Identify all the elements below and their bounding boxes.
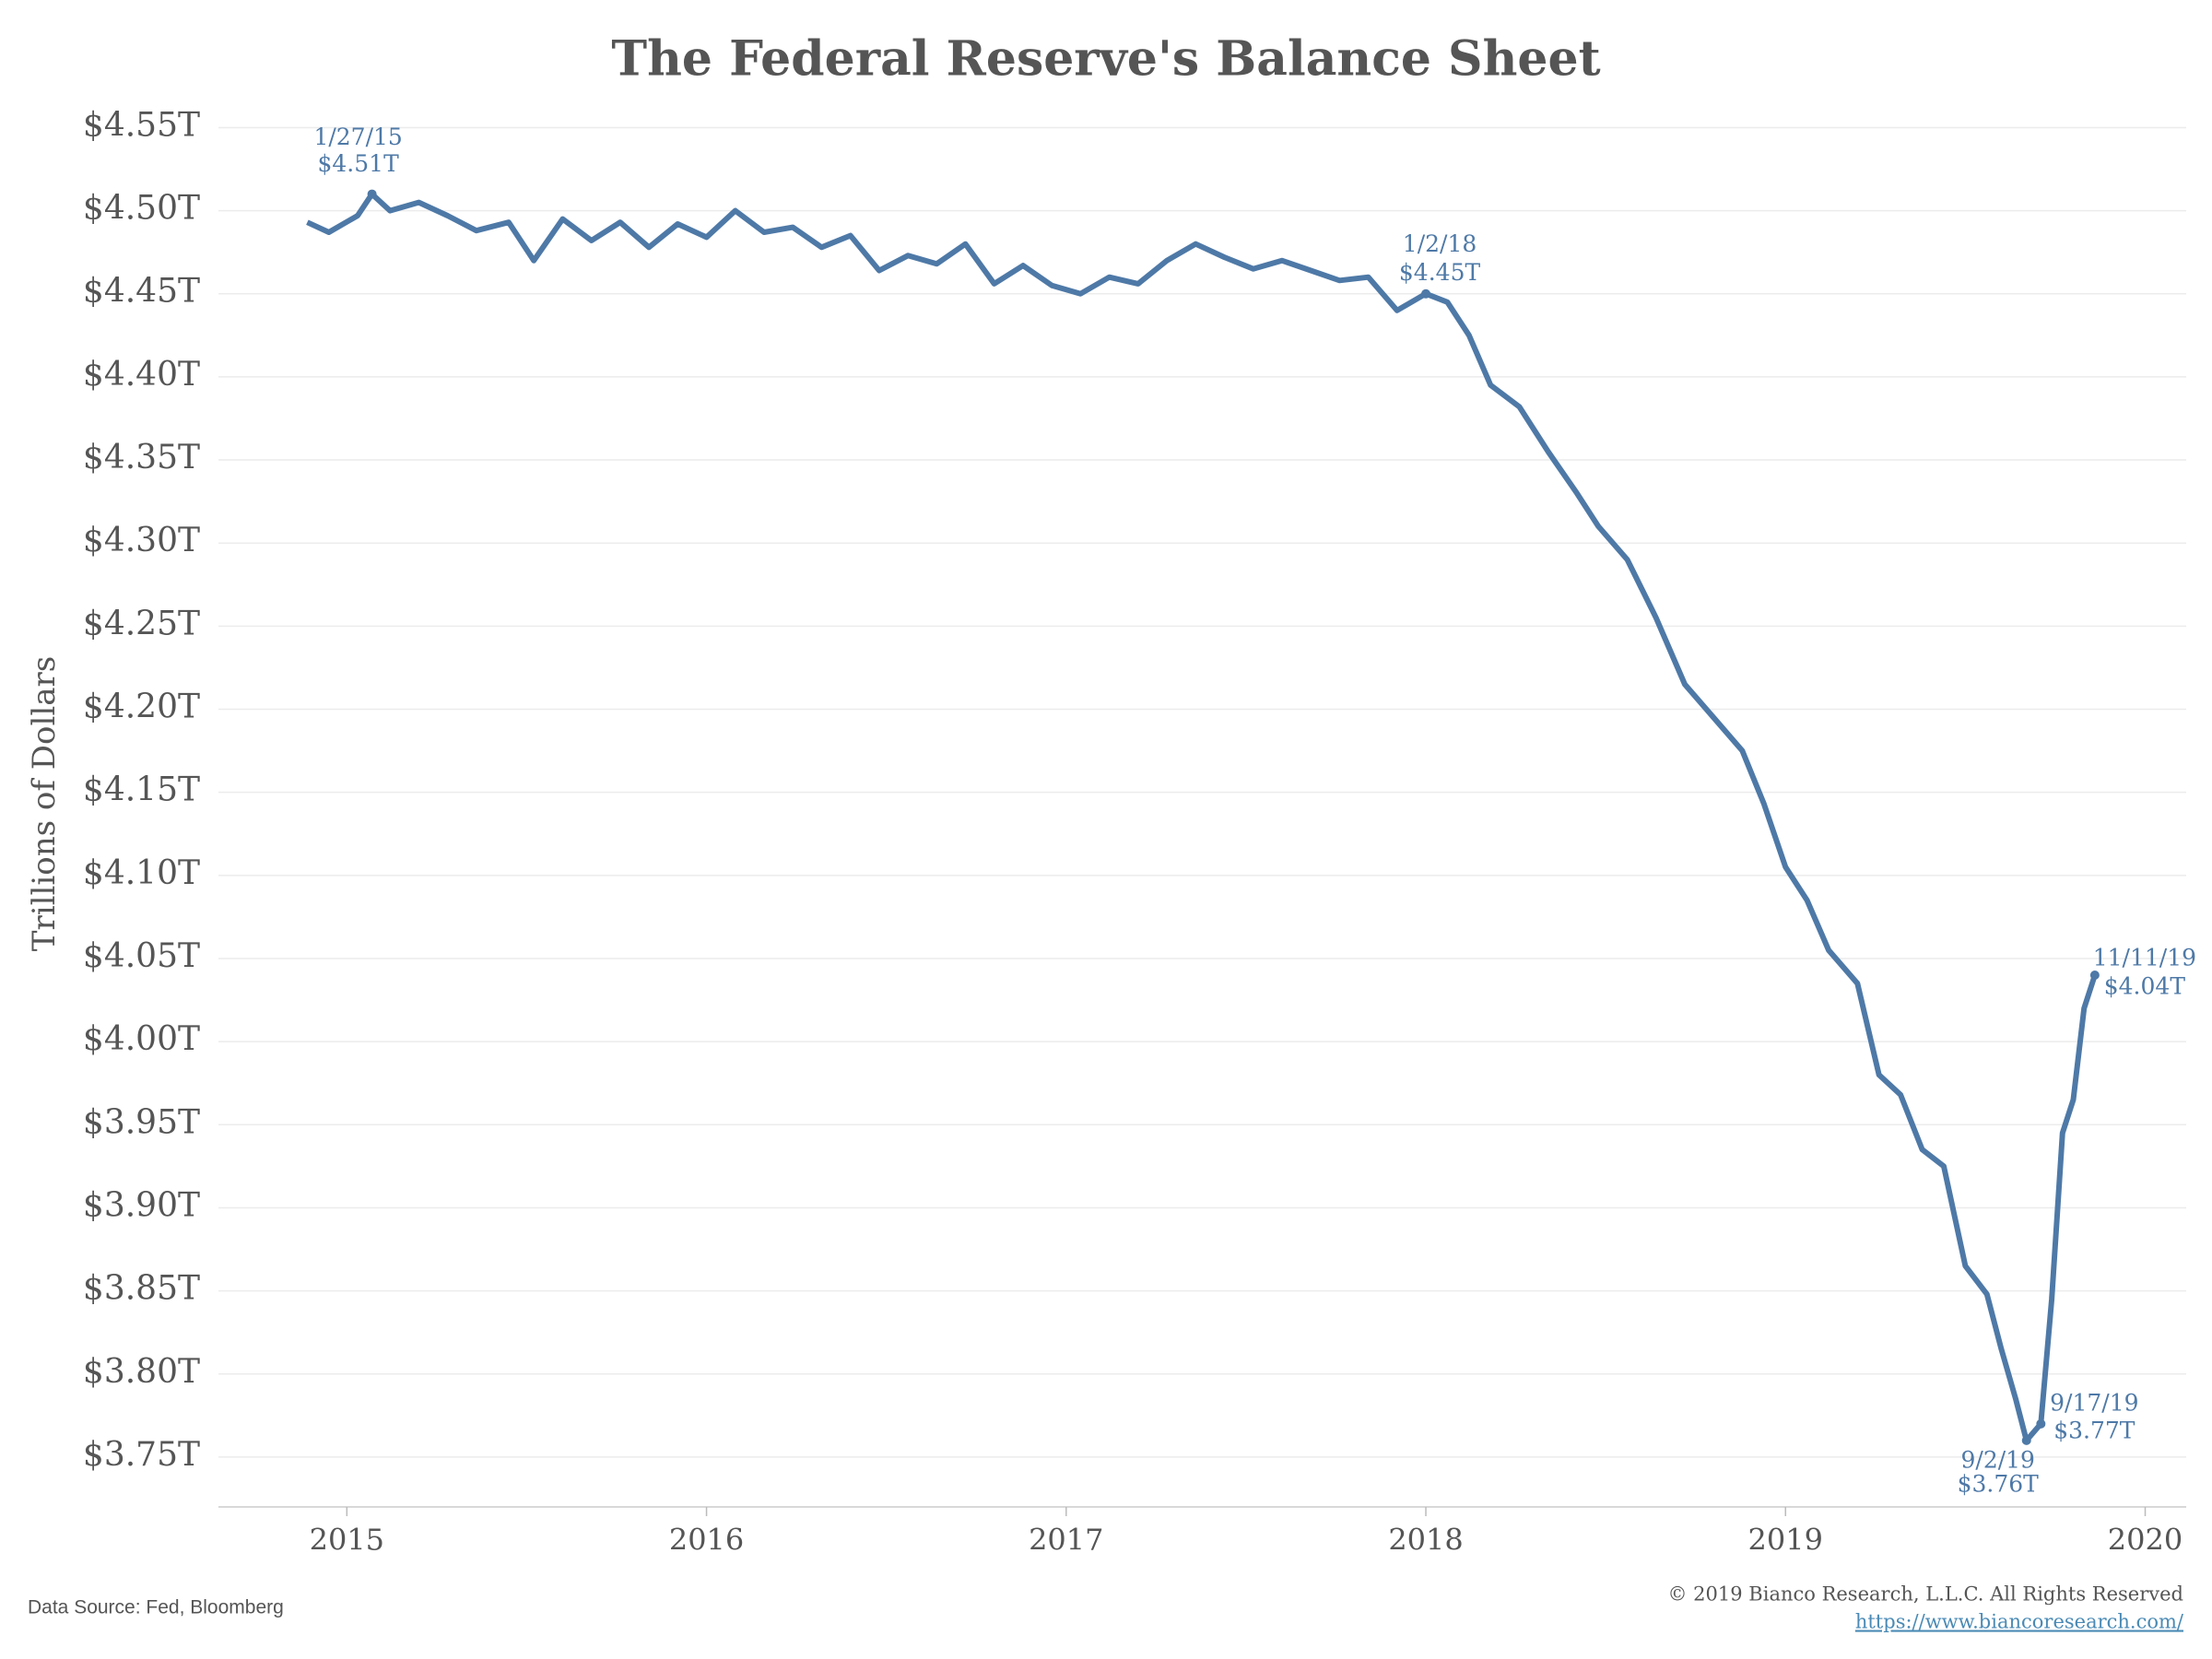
- y-tick-label: $4.00T: [83, 1020, 200, 1058]
- y-tick-label: $4.20T: [83, 688, 200, 726]
- x-tick-label: 2017: [1029, 1523, 1103, 1558]
- annotation-date: 9/17/19: [2050, 1389, 2138, 1416]
- x-tick-label: 2018: [1388, 1523, 1463, 1558]
- annotation-date: 1/2/18: [1403, 230, 1477, 257]
- annotation-value: $4.45T: [1399, 259, 1481, 286]
- y-tick-label: $3.75T: [83, 1436, 200, 1474]
- y-tick-label: $4.55T: [83, 106, 200, 144]
- y-tick-label: $3.85T: [83, 1270, 200, 1308]
- annotation-date: 1/27/15: [313, 124, 402, 150]
- source-link[interactable]: https://www.biancoresearch.com/: [1855, 1611, 2184, 1633]
- annotation-date: 11/11/19: [2093, 945, 2196, 971]
- annotation-value: $3.77T: [2053, 1417, 2136, 1443]
- y-tick-label: $4.10T: [83, 854, 200, 892]
- annotation-value: $4.51T: [318, 150, 400, 177]
- annotation-date: 9/2/19: [1960, 1446, 2034, 1473]
- y-tick-label: $4.35T: [83, 439, 200, 477]
- source-note: Data Source: Fed, Bloomberg: [28, 1597, 284, 1618]
- annotation-value: $3.76T: [1958, 1470, 2040, 1497]
- annotation-value: $4.04T: [2104, 973, 2186, 1000]
- y-tick-label: $3.80T: [83, 1353, 200, 1391]
- x-tick-label: 2016: [669, 1523, 744, 1558]
- x-tick-label: 2020: [2108, 1523, 2183, 1558]
- y-tick-label: $4.30T: [83, 522, 200, 559]
- y-tick-label: $4.45T: [83, 273, 200, 311]
- annotation-point: [2036, 1418, 2046, 1429]
- annotation-point: [2089, 971, 2100, 981]
- y-tick-label: $3.90T: [83, 1186, 200, 1224]
- y-tick-label: $3.95T: [83, 1103, 200, 1141]
- annotation-point: [2021, 1435, 2031, 1445]
- y-axis-title: Trillions of Dollars: [26, 656, 63, 951]
- annotation-point: [1421, 288, 1431, 299]
- x-tick-label: 2019: [1748, 1523, 1823, 1558]
- y-tick-label: $4.50T: [83, 190, 200, 228]
- annotation-point: [367, 189, 377, 199]
- y-tick-label: $4.15T: [83, 771, 200, 809]
- y-tick-label: $4.40T: [83, 356, 200, 394]
- y-tick-label: $4.25T: [83, 605, 200, 642]
- data-line: [306, 191, 2098, 1443]
- x-tick-label: 2015: [310, 1523, 384, 1558]
- y-tick-label: $4.05T: [83, 937, 200, 975]
- copyright: © 2019 Bianco Research, L.L.C. All Right…: [1668, 1583, 2184, 1606]
- chart-title: The Federal Reserve's Balance Sheet: [611, 31, 1600, 88]
